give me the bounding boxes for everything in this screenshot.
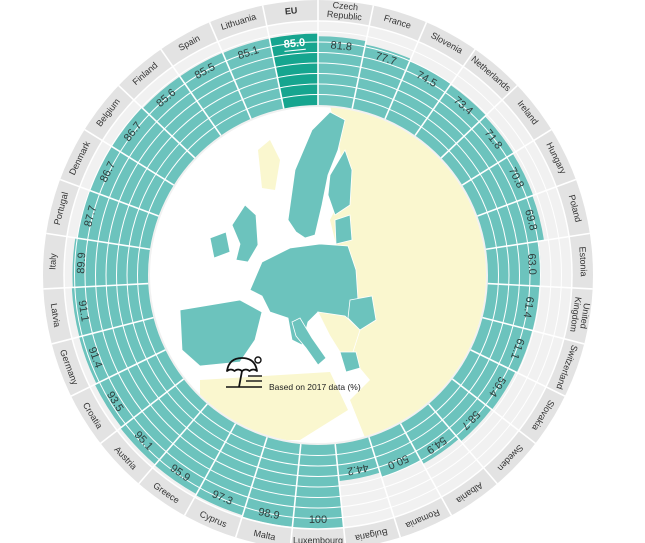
bar-spain (179, 52, 251, 136)
category-label-eu: EU (284, 5, 297, 16)
value-label-malta: 98.9 (257, 506, 280, 522)
category-label-czech-republic: CzechRepublic (326, 0, 363, 22)
bar-netherlands (415, 84, 486, 158)
category-label-luxembourg: Luxembourg (293, 536, 343, 543)
value-label-luxembourg: 100 (309, 514, 327, 526)
greece-region (339, 351, 361, 373)
ring-gridline (126, 83, 510, 467)
bar-slovenia (385, 61, 451, 136)
non-eu-land (330, 107, 486, 443)
beach-umbrella-icon (226, 356, 262, 388)
bar-italy (72, 237, 150, 288)
great-britain (231, 204, 259, 263)
category-label-italy: Italy (47, 253, 58, 270)
bar-ireland (441, 116, 514, 186)
bar-sweden (428, 379, 492, 442)
ring-gridline (116, 73, 520, 477)
category-label-malta: Malta (253, 528, 277, 542)
finland-region (327, 149, 353, 216)
scandinavia (287, 111, 346, 239)
bar-denmark (90, 146, 174, 216)
iberia (179, 299, 263, 367)
bar-germany (79, 317, 166, 384)
value-label-latvia: 91.1 (76, 299, 91, 322)
ireland-island (209, 231, 231, 259)
value-label-bulgaria: 44.2 (346, 461, 369, 477)
italy-region (291, 317, 327, 366)
gridlines (43, 0, 593, 543)
map-caption: Based on 2017 data (%) (269, 382, 361, 392)
value-label-estonia: 63.0 (525, 253, 538, 275)
iceland-land (258, 140, 280, 190)
bar-switzerland (470, 317, 533, 373)
value-label-czech-republic: 81.8 (330, 39, 353, 53)
value-label-eu: 85.0 (283, 37, 306, 51)
category-label-latvia: Latvia (49, 303, 63, 328)
value-label-italy: 89.9 (75, 252, 88, 274)
ring-gridline (74, 31, 562, 519)
bar-latvia (71, 283, 154, 337)
baltics-region (334, 214, 353, 245)
ring-gridline (63, 20, 573, 530)
ring-gridline (105, 62, 531, 488)
map-caption-group: Based on 2017 data (%) (226, 356, 361, 392)
ring-gridline (84, 41, 552, 509)
category-label-estonia: Estonia (577, 246, 589, 276)
bar-czech-republic (318, 36, 367, 109)
value-label-united-kingdom: 61.4 (521, 296, 536, 319)
ring-gridline (95, 52, 541, 498)
value-label-poland: 69.8 (522, 208, 539, 232)
bar-portugal (77, 190, 159, 250)
bar-france (352, 44, 411, 119)
romania-bulgaria-region (347, 295, 377, 331)
bar-eu (269, 33, 318, 109)
bar-estonia (486, 241, 541, 287)
ring-gridline (137, 94, 499, 456)
value-label-portugal: 87.7 (82, 204, 99, 228)
